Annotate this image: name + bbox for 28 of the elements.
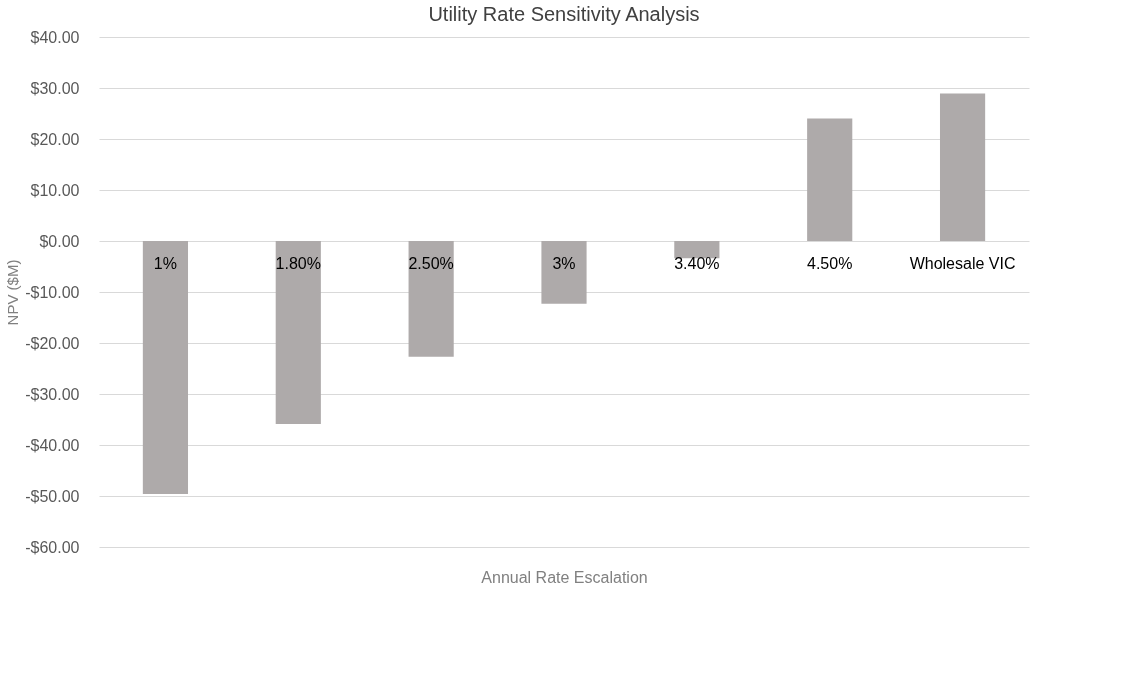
x-tick-label: 3% xyxy=(552,254,576,272)
y-tick-label: $10.00 xyxy=(30,181,80,199)
bar xyxy=(939,93,986,241)
y-tick-label: -$20.00 xyxy=(25,334,80,352)
bar xyxy=(142,241,189,494)
y-tick-label: $30.00 xyxy=(30,79,80,97)
y-tick-label: $40.00 xyxy=(30,28,80,46)
x-tick-label: Wholesale VIC xyxy=(909,254,1016,272)
y-tick-label: $0.00 xyxy=(39,232,80,250)
y-tick-label: -$40.00 xyxy=(25,436,80,454)
x-tick-label: 4.50% xyxy=(807,254,853,272)
y-tick-label: -$60.00 xyxy=(25,538,80,556)
x-tick-label: 3.40% xyxy=(674,254,720,272)
bar xyxy=(541,241,587,304)
bar xyxy=(275,241,321,425)
bar xyxy=(674,241,720,259)
y-tick-label: -$30.00 xyxy=(25,385,80,403)
bar xyxy=(408,241,454,357)
x-tick-label: 1% xyxy=(153,254,177,272)
y-axis-title: NPV ($M) xyxy=(4,259,22,326)
chart-title: Utility Rate Sensitivity Analysis xyxy=(428,3,700,25)
x-tick-label: 1.80% xyxy=(275,254,321,272)
y-tick-label: -$50.00 xyxy=(25,487,80,505)
y-tick-label: $20.00 xyxy=(30,130,80,148)
x-tick-label: 2.50% xyxy=(408,254,454,272)
bar xyxy=(807,118,853,241)
x-axis-title: Annual Rate Escalation xyxy=(481,568,648,586)
y-tick-label: -$10.00 xyxy=(25,283,80,301)
